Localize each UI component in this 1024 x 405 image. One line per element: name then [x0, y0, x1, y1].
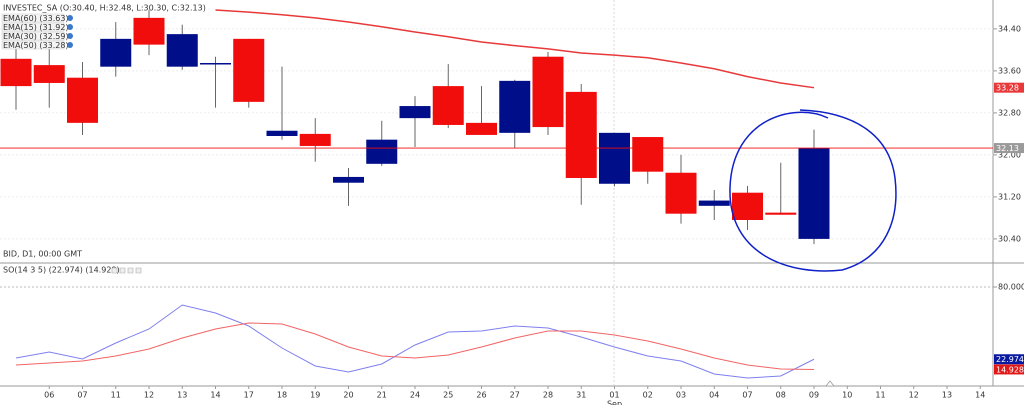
- line-series: [15, 322, 815, 370]
- candle-body: [33, 65, 65, 83]
- candle-body: [100, 38, 132, 67]
- legend-icons: [111, 267, 142, 274]
- candle-body: [565, 91, 597, 178]
- x-tick-label: 11: [875, 391, 885, 400]
- x-tick-label: 10: [842, 391, 852, 400]
- x-tick-label: 13: [942, 391, 952, 400]
- x-tick-label: 21: [377, 391, 387, 400]
- y-tick-label: 34.40: [998, 24, 1021, 33]
- candle-body: [0, 58, 32, 87]
- candle-body: [233, 38, 265, 102]
- value-box: [994, 364, 1024, 375]
- x-tick-label: 12: [909, 391, 919, 400]
- candle-body: [133, 17, 165, 45]
- legend-box: [1, 40, 65, 50]
- x-tick-label: 20: [343, 391, 353, 400]
- x-tick-label: 14: [975, 391, 985, 400]
- value-box: [994, 354, 1024, 365]
- instrument-legend: INVESTEC_SA (O:30.40, H:32.48, L:30.30, …: [3, 4, 206, 13]
- x-tick-label: 31: [576, 391, 586, 400]
- x-tick-label: 17: [244, 391, 254, 400]
- plot-area: [0, 9, 993, 379]
- x-tick-label: 28: [543, 391, 553, 400]
- x-tick-label: 02: [643, 391, 653, 400]
- month-label: Sep: [607, 400, 622, 405]
- x-tick-label: 06: [44, 391, 54, 400]
- y-tick-label: 30.40: [998, 234, 1021, 243]
- value-label: 22.974: [996, 355, 1024, 364]
- x-tick-label: 13: [177, 391, 187, 400]
- legend-box: [1, 13, 65, 23]
- legend-item: EMA(50) (33.28): [3, 41, 69, 50]
- value-label: 33.28: [996, 84, 1019, 93]
- x-tick-label: 12: [144, 391, 154, 400]
- legend-icon: [67, 42, 73, 48]
- line-series: [215, 9, 815, 89]
- candle-body: [200, 63, 231, 65]
- x-tick-label: 03: [676, 391, 686, 400]
- candle-body: [399, 106, 431, 119]
- value-box: [994, 82, 1024, 93]
- timeframe-label: BID, D1, 00:00 GMT: [3, 250, 82, 259]
- x-tick-label: 27: [510, 391, 520, 400]
- value-label: 32.13: [996, 144, 1019, 153]
- x-tick-label: 11: [111, 391, 121, 400]
- y-tick-label: 31.20: [998, 192, 1021, 201]
- candle-body: [299, 133, 331, 146]
- x-tick-label: 09: [809, 391, 819, 400]
- legend-item: EMA(60) (33.63): [3, 14, 69, 23]
- x-tick-label: 14: [210, 391, 220, 400]
- candle-body: [333, 176, 364, 183]
- candle-body: [166, 34, 198, 67]
- scroll-marker: [825, 380, 835, 387]
- legend-box: [1, 31, 65, 41]
- x-tick-label: 19: [310, 391, 320, 400]
- legend-item: EMA(15) (31.92): [3, 23, 69, 32]
- y-tick-label: 32.80: [998, 108, 1021, 117]
- candle-body: [366, 139, 398, 164]
- oscillator-legend: SO(14 3 5) (22.974) (14.928): [3, 266, 120, 275]
- candle-body: [665, 172, 697, 214]
- y-tick-label: 32.00: [998, 150, 1021, 159]
- candle-body: [798, 148, 830, 239]
- candle-body: [466, 122, 497, 135]
- value-box: [994, 143, 1024, 154]
- legend-icon: [67, 24, 73, 30]
- x-tick-label: 07: [742, 391, 752, 400]
- candle-body: [765, 212, 797, 215]
- x-tick-label: 26: [476, 391, 486, 400]
- hand-drawn-circle: [729, 109, 897, 272]
- candle-body: [266, 130, 298, 136]
- y-tick-label: 33.60: [998, 66, 1021, 75]
- candle-body: [732, 192, 763, 220]
- y-tick-label: 80.000: [998, 282, 1024, 291]
- candle-body: [499, 80, 531, 133]
- x-tick-label: 01: [609, 391, 619, 400]
- candle-body: [632, 137, 664, 172]
- candle-body: [698, 200, 730, 206]
- line-series: [15, 304, 815, 379]
- legend-item: EMA(30) (32.59): [3, 32, 69, 41]
- value-label: 14.928: [996, 365, 1024, 374]
- x-tick-label: 04: [709, 391, 719, 400]
- candle-body: [432, 86, 464, 125]
- x-tick-label: 08: [776, 391, 786, 400]
- candle-body: [67, 77, 98, 123]
- legend-box: [1, 22, 65, 32]
- x-tick-label: 18: [277, 391, 287, 400]
- candle-body: [599, 132, 630, 184]
- x-tick-label: 24: [410, 391, 420, 400]
- legend-icon: [67, 33, 73, 39]
- x-tick-label: 07: [77, 391, 87, 400]
- x-tick-label: 25: [443, 391, 453, 400]
- legend-icon: [67, 15, 73, 21]
- candle-body: [532, 56, 564, 128]
